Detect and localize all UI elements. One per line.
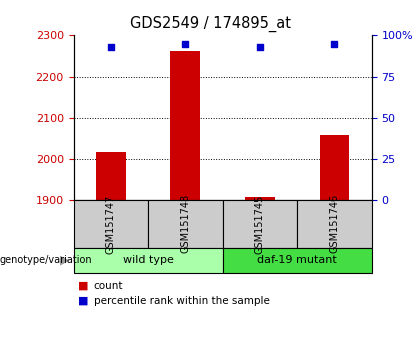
Bar: [320, 135, 349, 200]
Text: ■: ■: [78, 296, 88, 306]
Point: [182, 41, 189, 46]
Text: ▶: ▶: [60, 254, 69, 267]
Bar: [171, 51, 200, 200]
Bar: [245, 197, 275, 200]
Point: [331, 41, 338, 46]
Text: count: count: [94, 281, 123, 291]
Text: GDS2549 / 174895_at: GDS2549 / 174895_at: [129, 16, 291, 32]
Text: GSM151748: GSM151748: [180, 194, 190, 253]
Text: ■: ■: [78, 281, 88, 291]
Text: wild type: wild type: [123, 255, 173, 265]
Bar: [96, 152, 126, 200]
Text: daf-19 mutant: daf-19 mutant: [257, 255, 337, 265]
Text: GSM151746: GSM151746: [329, 194, 339, 253]
Text: percentile rank within the sample: percentile rank within the sample: [94, 296, 270, 306]
Text: GSM151745: GSM151745: [255, 194, 265, 253]
Text: genotype/variation: genotype/variation: [0, 255, 93, 265]
Point: [108, 44, 114, 50]
Text: GSM151747: GSM151747: [106, 194, 116, 253]
Point: [257, 44, 263, 50]
